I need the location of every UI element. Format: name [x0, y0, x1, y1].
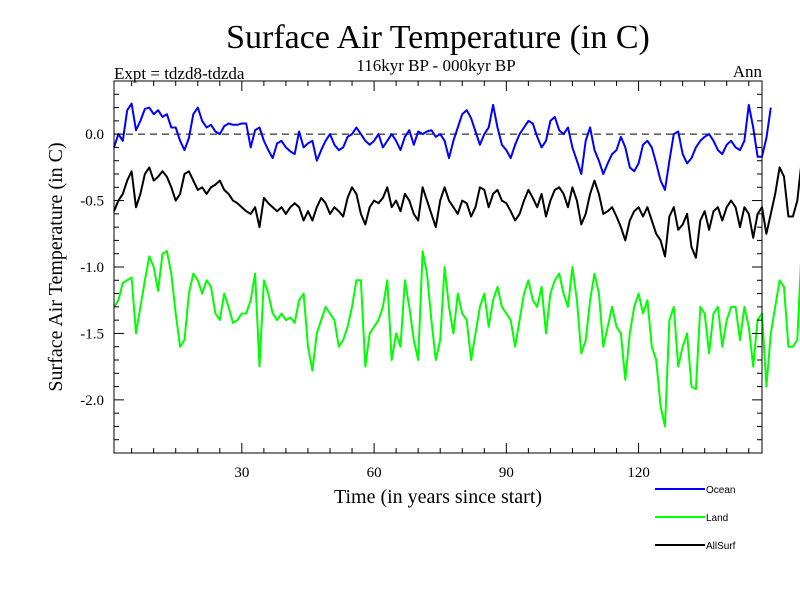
chart-subtitle: 116kyr BP - 000kyr BP	[356, 56, 515, 75]
y-tick-label: -1.0	[80, 260, 104, 276]
series-line-land	[113, 250, 800, 428]
x-tick-label: 30	[234, 465, 249, 481]
y-axis: 0.0 -0.5 -1.0 -1.5 -2.0	[80, 80, 762, 454]
y-tick-label: 0.0	[85, 127, 104, 143]
legend-label-allsurf: AllSurf	[706, 541, 736, 552]
x-tick-label: 90	[499, 465, 514, 481]
legend-label-ocean: Ocean	[706, 485, 735, 496]
season-label: Ann	[733, 62, 763, 81]
chart-title: Surface Air Temperature (in C)	[226, 19, 650, 56]
legend-label-land: Land	[706, 513, 728, 524]
plot-area	[113, 102, 800, 428]
x-tick-label: 60	[367, 465, 382, 481]
x-axis: 30 60 90 120	[131, 81, 750, 481]
x-tick-label: 120	[627, 465, 650, 481]
x-axis-label: Time (in years since start)	[334, 486, 542, 508]
y-tick-label: -1.5	[80, 326, 104, 342]
legend: Ocean Land AllSurf	[655, 485, 736, 552]
y-tick-label: -0.5	[80, 194, 104, 210]
y-tick-label: -2.0	[80, 393, 104, 409]
experiment-label: Expt = tdzd8-tdzda	[114, 64, 245, 83]
y-axis-label: Surface Air Temperature (in C)	[45, 142, 67, 391]
plot-frame	[113, 80, 763, 454]
series-line-allsurf	[113, 166, 800, 259]
series-line-ocean	[113, 102, 772, 191]
